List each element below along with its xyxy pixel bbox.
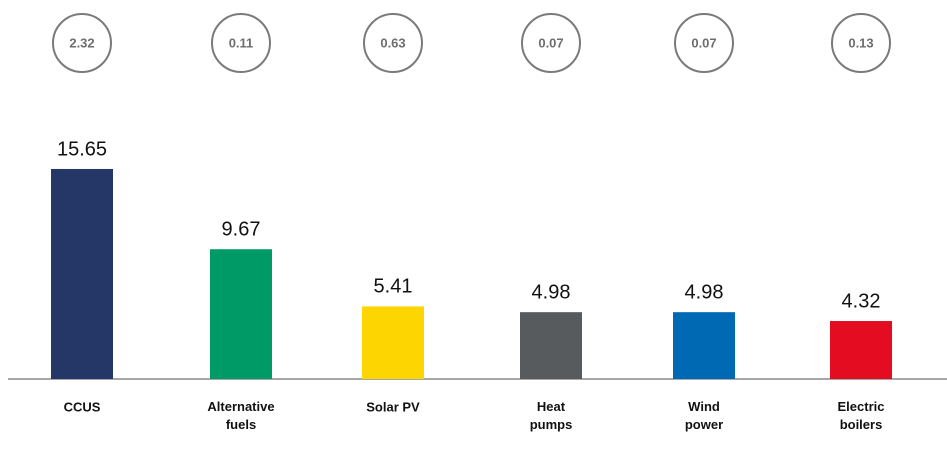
value-circle (52, 13, 112, 73)
circle-label: 0.63 (380, 35, 405, 50)
value-label: 15.65 (57, 138, 107, 160)
bar (362, 306, 424, 379)
category-label: Solar PV (366, 399, 420, 414)
category-label: CCUS (64, 399, 101, 414)
value-circle (363, 13, 423, 73)
circle-label: 2.32 (69, 35, 94, 50)
category-label: Wind power (685, 399, 723, 432)
value-label: 4.98 (532, 281, 571, 303)
value-label: 4.98 (685, 281, 724, 303)
category-label: Alternative fuels (207, 399, 274, 432)
value-circle (831, 13, 891, 73)
value-label: 9.67 (222, 219, 261, 241)
bar (673, 312, 735, 379)
bar (51, 168, 113, 379)
value-circle (674, 13, 734, 73)
circle-label: 0.11 (229, 35, 254, 50)
bar (210, 249, 272, 379)
bar (520, 312, 582, 379)
value-circle (521, 13, 581, 73)
value-circle (211, 13, 271, 73)
category-label: Electric boilers (838, 399, 885, 432)
category-label: Heat pumps (530, 399, 573, 432)
circle-label: 0.13 (848, 35, 873, 50)
value-label: 5.41 (374, 276, 413, 298)
circle-label: 0.07 (538, 35, 563, 50)
circle-label: 0.07 (691, 35, 716, 50)
value-label: 4.32 (842, 290, 881, 312)
bar (830, 321, 892, 379)
